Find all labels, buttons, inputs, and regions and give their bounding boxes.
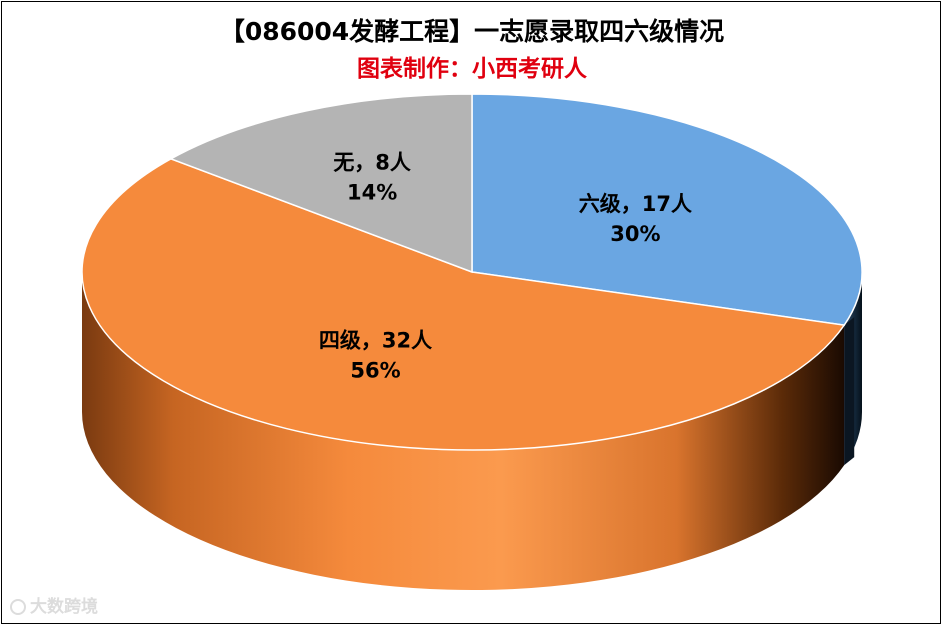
pie-side-四级 — [82, 272, 845, 591]
pie-data-labels: 六级，17人 30% 四级，32人 56% 无，8人 14% — [319, 150, 692, 382]
pie-edge-shadow — [844, 317, 855, 466]
chart-subtitle: 图表制作：小西考研人 — [357, 56, 587, 82]
chart-title: 【086004发酵工程】一志愿录取四六级情况 — [219, 17, 725, 46]
pie-label-name-六级: 六级，17人 — [579, 192, 692, 216]
pie-label-name-四级: 四级，32人 — [319, 328, 432, 352]
watermark: 大数跨境 — [10, 597, 98, 617]
pie-label-name-无: 无，8人 — [333, 150, 411, 174]
pie-label-percent-六级: 30% — [610, 222, 660, 246]
watermark-text: 大数跨境 — [30, 597, 98, 617]
pie-slice-四级 — [81, 158, 846, 451]
pie-label-percent-无: 14% — [347, 180, 397, 204]
pie-slice-六级 — [471, 93, 863, 326]
pie-top-slices — [81, 93, 863, 451]
pie-label-percent-四级: 56% — [350, 358, 400, 382]
pie-side-walls — [82, 272, 862, 591]
watermark-logo-icon — [10, 599, 26, 615]
pie-slice-无 — [169, 93, 473, 274]
